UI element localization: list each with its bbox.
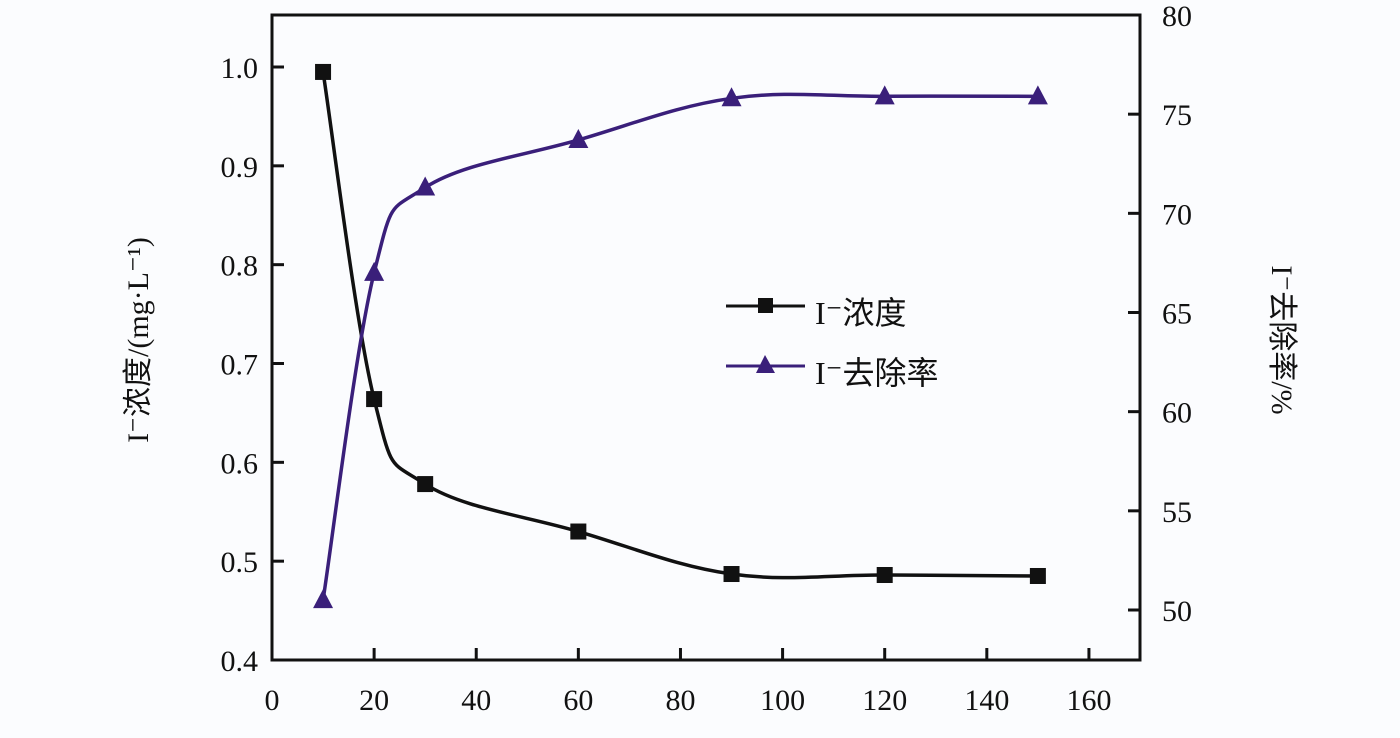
square-marker-icon: [1029, 567, 1046, 584]
square-marker-icon: [876, 567, 893, 584]
y-tick-label: 0.5: [221, 546, 259, 579]
x-tick-label: 100: [760, 684, 805, 717]
y2-tick-label: 60: [1162, 397, 1192, 430]
triangle-marker-icon: [568, 128, 589, 148]
triangle-marker-icon: [313, 589, 334, 609]
legend-label-concentration: I⁻浓度: [815, 295, 907, 331]
legend-item-removal-rate: I⁻去除率: [726, 355, 939, 391]
triangle-marker-icon: [756, 355, 775, 373]
legend-label-removal-rate: I⁻去除率: [815, 355, 939, 391]
y-tick-label: 0.8: [221, 250, 259, 283]
x-tick-label: 120: [862, 684, 907, 717]
square-marker-icon: [570, 523, 587, 540]
left-y-axis-ticks: 0.4 0.5 0.6 0.7 0.8 0.9 1.0: [221, 52, 284, 678]
y-tick-label: 1.0: [221, 52, 259, 85]
plot-border: [270, 13, 1142, 662]
y2-tick-label: 50: [1162, 595, 1192, 628]
triangle-marker-icon: [721, 87, 742, 107]
x-axis-ticks: 0 20 40 60 80 100 120 140 160: [265, 648, 1111, 717]
y2-tick-label: 75: [1162, 99, 1192, 132]
x-tick-label: 40: [461, 684, 491, 717]
plot-frame: [270, 13, 1142, 662]
legend: I⁻浓度 I⁻去除率: [726, 295, 939, 391]
square-marker-icon: [723, 566, 740, 583]
triangle-marker-icon: [415, 176, 436, 196]
y-tick-label: 0.9: [221, 151, 259, 184]
x-tick-label: 80: [665, 684, 695, 717]
square-marker-icon: [315, 63, 332, 80]
triangle-marker-icon: [364, 261, 385, 281]
legend-item-concentration: I⁻浓度: [726, 295, 907, 331]
x-tick-label: 60: [563, 684, 593, 717]
left-axis-title: I⁻浓度/(mg·L⁻¹): [122, 237, 155, 443]
square-marker-icon: [366, 391, 383, 408]
y2-tick-label: 55: [1162, 496, 1192, 529]
y-tick-label: 0.6: [221, 447, 259, 480]
square-marker-icon: [758, 298, 773, 313]
triangle-marker-icon: [874, 85, 895, 105]
y2-tick-label: 70: [1162, 198, 1192, 231]
right-y-axis-ticks: 50 55 60 65 70 75 80: [1128, 0, 1192, 628]
right-axis-title: I⁻去除率/%: [1265, 265, 1298, 414]
y2-tick-label: 65: [1162, 298, 1192, 331]
x-tick-label: 20: [359, 684, 389, 717]
series-markers: [313, 63, 1048, 609]
y2-tick-label: 80: [1162, 0, 1192, 33]
square-marker-icon: [417, 476, 434, 493]
y-tick-label: 0.4: [221, 645, 259, 678]
x-tick-label: 160: [1066, 684, 1111, 717]
triangle-marker-icon: [1027, 85, 1048, 105]
x-tick-label: 0: [265, 684, 280, 717]
x-tick-label: 140: [964, 684, 1009, 717]
y-tick-label: 0.7: [221, 349, 259, 382]
